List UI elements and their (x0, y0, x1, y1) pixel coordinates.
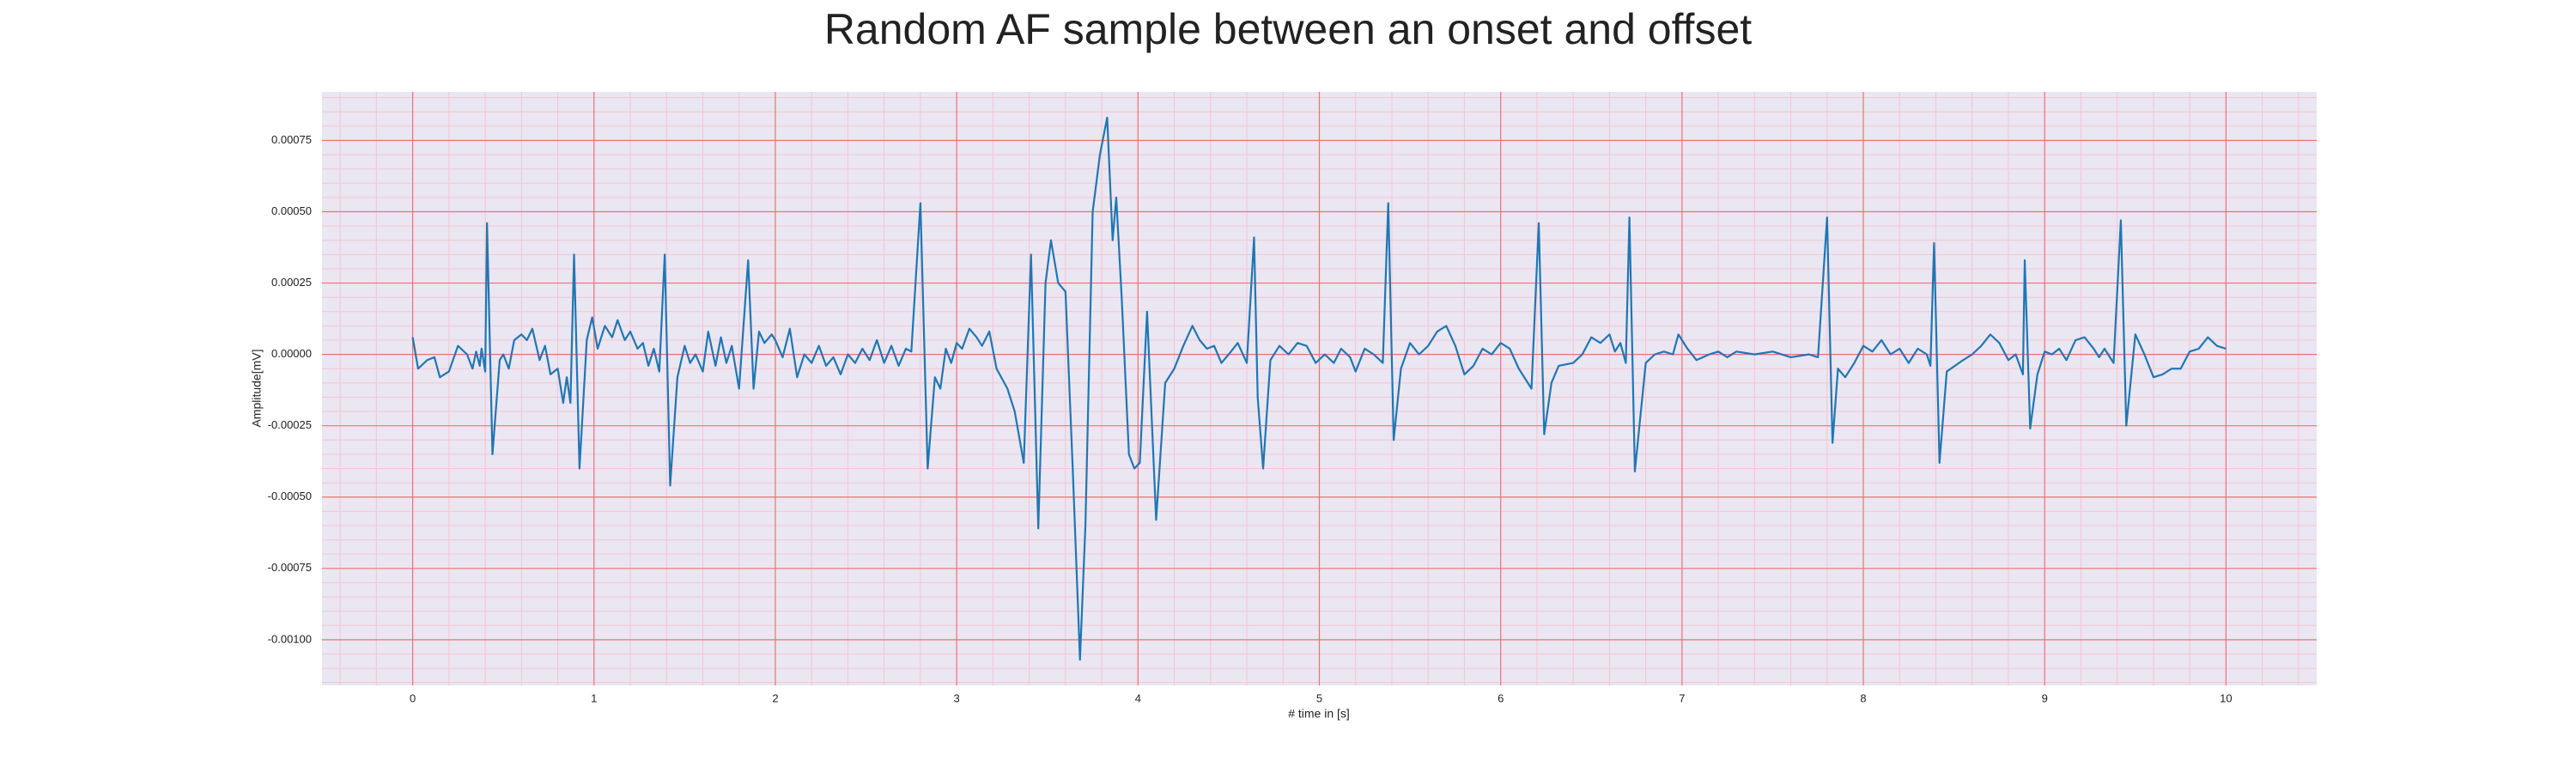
x-axis-label: # time in [s] (1288, 707, 1350, 721)
x-tick-label: 5 (1316, 691, 1322, 704)
x-tick-label: 2 (772, 691, 778, 704)
y-tick-label: 0.00025 (271, 276, 312, 289)
y-tick-label: -0.00025 (268, 418, 312, 431)
y-tick-label: 0.00075 (271, 133, 312, 146)
x-tick-label: 9 (2042, 691, 2048, 704)
x-tick-label: 1 (591, 691, 597, 704)
y-tick-label: -0.00050 (268, 490, 312, 502)
x-tick-label: 3 (954, 691, 960, 704)
chart-title: Random AF sample between an onset and of… (824, 5, 1752, 53)
y-tick-label: -0.00075 (268, 561, 312, 574)
y-tick-label: -0.00100 (268, 632, 312, 645)
x-tick-label: 8 (1860, 691, 1866, 704)
y-tick-label: 0.00000 (271, 347, 312, 360)
x-tick-label: 0 (410, 691, 416, 704)
plot-area: 0 1 2 3 4 5 6 7 8 9 10 -0.00100 -0.00075 -0.00050 -0.0… (268, 92, 2317, 704)
x-tick-label: 4 (1135, 691, 1141, 704)
y-axis-label: Amplitude[mV] (250, 349, 264, 427)
x-tick-label: 7 (1679, 691, 1685, 704)
data-line (411, 116, 2227, 661)
x-tick-label: 6 (1498, 691, 1504, 704)
x-tick-label: 10 (2220, 691, 2232, 704)
y-tick-label: 0.00050 (271, 204, 312, 217)
